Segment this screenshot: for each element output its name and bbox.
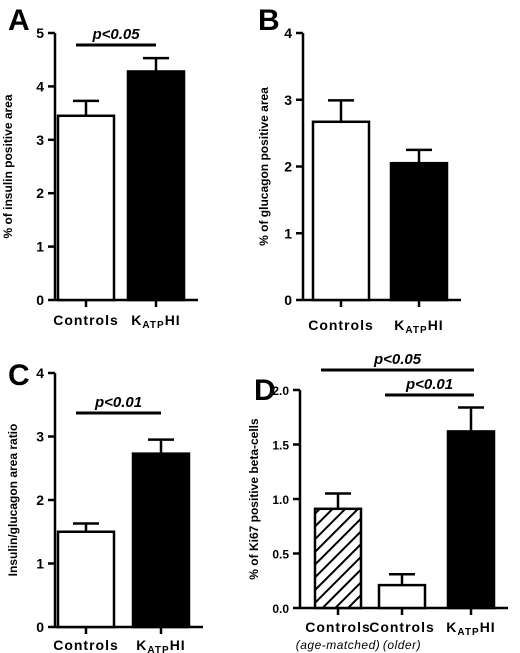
y-axis-label: % of glucagon positive area: [257, 87, 271, 246]
y-tick-label: 0: [284, 292, 292, 308]
bar: [56, 530, 116, 629]
x-tick-label: Controls: [369, 619, 435, 635]
bar: [389, 161, 449, 302]
y-tick-label: 0: [36, 619, 44, 635]
label-main: K: [446, 619, 457, 635]
x-tick-label: Controls: [53, 312, 119, 328]
panel-letter: D: [254, 374, 276, 407]
significance-label: p<0.01: [405, 376, 453, 393]
y-tick-label: 0.5: [272, 548, 289, 562]
y-tick-label: 1.0: [272, 493, 289, 507]
y-tick-label: 3: [36, 429, 44, 445]
y-tick-label: 2.0: [272, 384, 289, 398]
label-sub: ATP: [405, 325, 427, 336]
panel-d: D 0.0 0.5 1.0 1.5 2.0 % of Ki67 positive beta-…: [247, 351, 508, 652]
y-tick-label: 3: [284, 92, 292, 108]
y-tick-label: 0: [36, 292, 44, 308]
y-tick-label: 2: [36, 185, 44, 201]
x-tick-label: KATPHI: [394, 317, 443, 336]
x-tick-label: Controls: [305, 619, 371, 635]
x-tick-label: KATPHI: [446, 619, 495, 638]
y-axis-label: Insulin/glucagon area ratio: [6, 424, 20, 577]
y-tick-label: 0.0: [272, 602, 289, 616]
x-tick-label: KATPHI: [136, 637, 185, 653]
y-tick-label: 3: [36, 132, 44, 148]
bar: [446, 430, 496, 610]
significance-label: p<0.05: [91, 26, 140, 43]
panel-letter: C: [8, 359, 30, 392]
panel-letter: A: [8, 4, 30, 37]
label-main: Controls: [369, 619, 435, 635]
x-tick-note: (age-matched): [296, 638, 381, 652]
y-tick-label: 4: [36, 365, 44, 381]
y-axis-label: % of Ki67 positive beta-cells: [247, 418, 261, 580]
x-tick-label: Controls: [308, 317, 374, 333]
x-tick-label: KATPHI: [131, 312, 180, 331]
label-suffix: HI: [428, 317, 444, 333]
panel-b: B 0 1 2 3 4 % of glucagon positive area Control…: [257, 4, 461, 336]
bar: [126, 70, 186, 302]
y-axis-label: % of insulin positive area: [1, 94, 15, 238]
bar: [377, 583, 427, 610]
label-main: K: [394, 317, 405, 333]
label-main: Controls: [305, 619, 371, 635]
label-main: Controls: [53, 637, 119, 653]
bar: [313, 507, 363, 610]
panel-c: C 0 1 2 3 4 Insulin/glucagon area ratio Control…: [6, 359, 203, 653]
bar: [56, 114, 116, 302]
label-main: K: [131, 312, 142, 328]
label-suffix: HI: [170, 637, 186, 653]
label-sub: ATP: [457, 627, 479, 638]
y-tick-label: 1.5: [272, 439, 289, 453]
x-tick-label: Controls: [53, 637, 119, 653]
label-sub: ATP: [147, 645, 169, 653]
panel-letter: B: [258, 4, 280, 37]
x-tick-note: (older): [383, 638, 421, 652]
label-main: K: [136, 637, 147, 653]
y-tick-label: 4: [284, 25, 292, 41]
y-tick-label: 2: [284, 159, 292, 175]
label-main: Controls: [53, 312, 119, 328]
label-main: Controls: [308, 317, 374, 333]
y-tick-label: 1: [36, 239, 44, 255]
label-suffix: HI: [480, 619, 496, 635]
y-tick-label: 4: [36, 78, 44, 94]
label-suffix: HI: [165, 312, 181, 328]
bar: [131, 452, 191, 629]
y-tick-label: 1: [284, 225, 292, 241]
significance-label: p<0.01: [94, 394, 142, 411]
label-sub: ATP: [142, 320, 164, 331]
y-tick-label: 5: [36, 25, 44, 41]
bar: [311, 120, 371, 302]
y-tick-label: 2: [36, 492, 44, 508]
y-tick-label: 1: [36, 556, 44, 572]
panel-a: A 0 1 2 3 4 5 % of insulin positive area Control…: [1, 4, 198, 331]
significance-label: p<0.05: [373, 351, 422, 368]
